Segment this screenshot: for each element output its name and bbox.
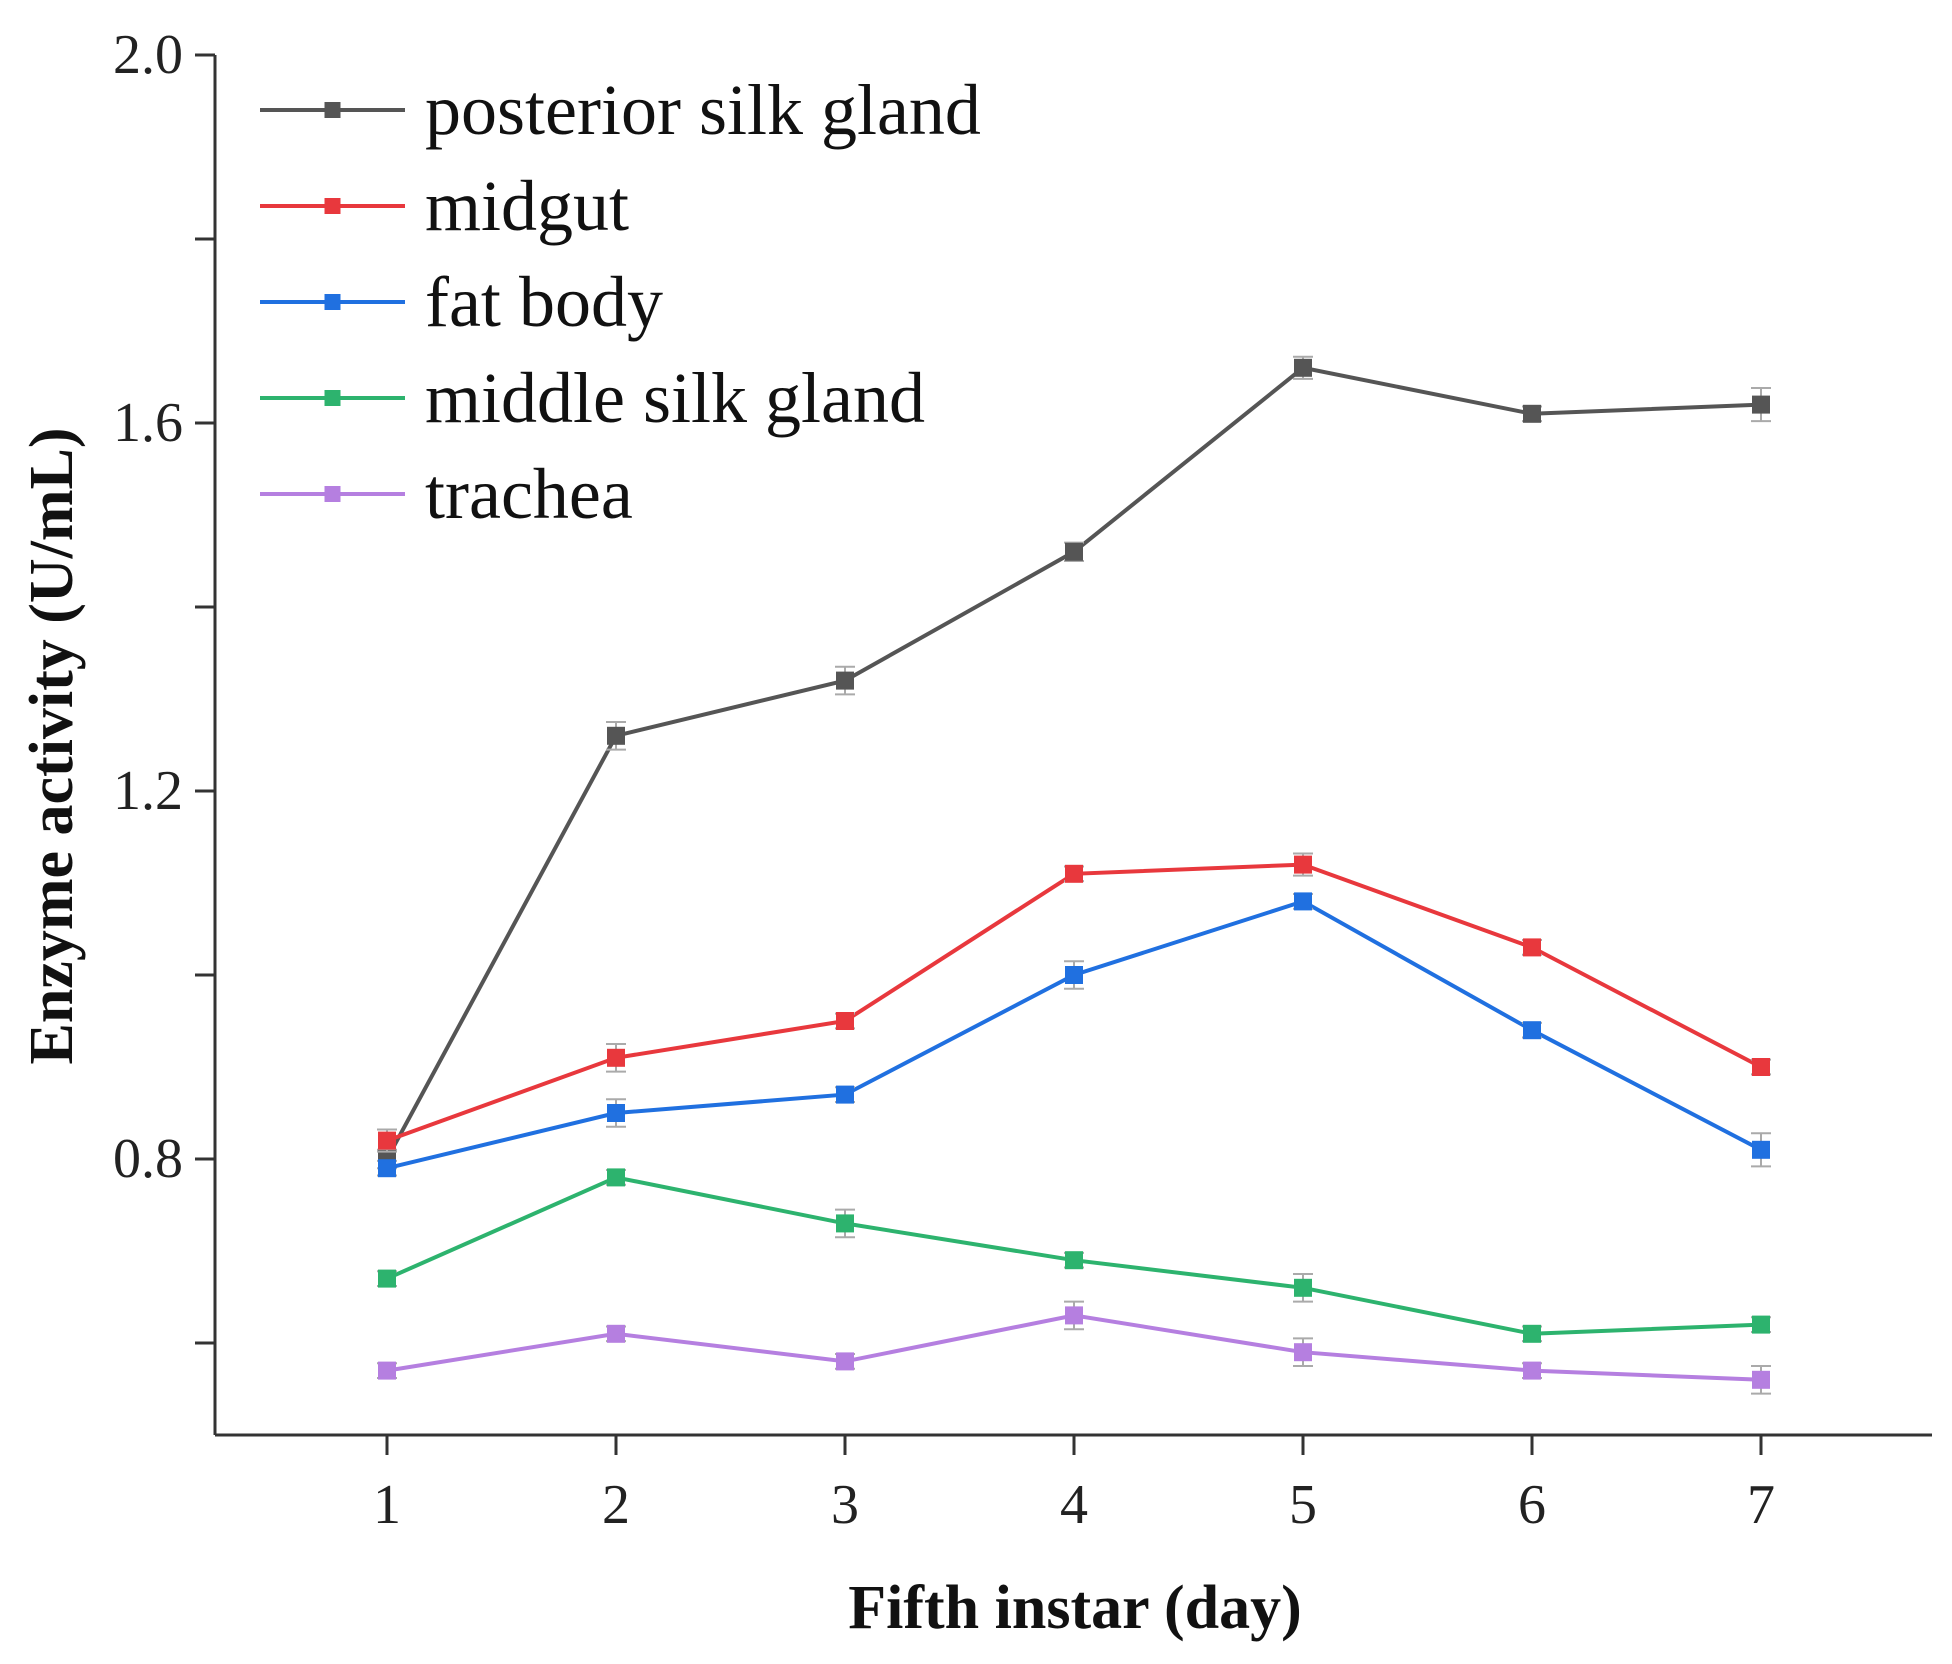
y-tick-label: 1.2 bbox=[113, 760, 183, 822]
legend-item: midgut bbox=[260, 166, 629, 246]
series-layer bbox=[377, 355, 1771, 1395]
data-point bbox=[836, 1214, 854, 1233]
legend-swatch-marker bbox=[324, 294, 341, 310]
data-point bbox=[1523, 1021, 1541, 1040]
legend-label: midgut bbox=[425, 166, 629, 246]
x-tick-label: 1 bbox=[373, 1474, 401, 1536]
x-tick-label: 4 bbox=[1060, 1474, 1088, 1536]
data-point bbox=[607, 1168, 625, 1187]
data-point bbox=[1752, 1370, 1770, 1389]
y-tick-label: 0.8 bbox=[113, 1128, 183, 1190]
legend: posterior silk gland midgut fat body middle… bbox=[260, 70, 981, 534]
data-point bbox=[1294, 892, 1312, 911]
data-point bbox=[1065, 542, 1083, 561]
series-middle-silk-gland bbox=[377, 1168, 1771, 1343]
axes: 0.8 1.2 1.6 2.0 1 2 3 4 5 6 7 bbox=[113, 24, 1932, 1536]
data-point bbox=[1523, 1361, 1541, 1380]
data-point bbox=[836, 1012, 854, 1030]
x-tick-label: 6 bbox=[1518, 1474, 1546, 1536]
series-posterior-silk-gland bbox=[377, 355, 1771, 1170]
data-point bbox=[378, 1159, 396, 1178]
y-tick-label: 1.6 bbox=[113, 392, 183, 454]
data-point bbox=[1294, 855, 1312, 874]
data-point bbox=[607, 1324, 625, 1343]
x-axis-title: Fifth instar (day) bbox=[848, 1574, 1302, 1642]
data-point bbox=[378, 1269, 396, 1288]
data-point bbox=[1065, 966, 1083, 984]
series-midgut bbox=[377, 852, 1771, 1153]
y-tick-label: 2.0 bbox=[113, 24, 183, 86]
series-line bbox=[386, 899, 1762, 1171]
series-trachea bbox=[377, 1300, 1771, 1395]
legend-item: middle silk gland bbox=[260, 358, 925, 438]
data-point bbox=[1065, 864, 1083, 883]
legend-swatch-marker bbox=[324, 198, 341, 214]
legend-swatch-marker bbox=[324, 390, 341, 406]
data-point bbox=[1294, 1278, 1312, 1297]
data-point bbox=[836, 1085, 854, 1104]
data-point bbox=[1065, 1251, 1083, 1270]
data-point bbox=[1523, 404, 1541, 423]
series-line bbox=[386, 862, 1762, 1143]
legend-label: trachea bbox=[425, 454, 633, 534]
data-point bbox=[1294, 1343, 1312, 1362]
legend-label: fat body bbox=[425, 262, 663, 342]
data-point bbox=[1752, 1315, 1770, 1334]
data-point bbox=[1294, 358, 1312, 377]
legend-item: trachea bbox=[260, 454, 633, 534]
legend-swatch-marker bbox=[324, 102, 341, 118]
legend-label: middle silk gland bbox=[425, 358, 925, 438]
data-point bbox=[607, 726, 625, 745]
y-axis-title: Enzyme activity (U/mL) bbox=[18, 427, 86, 1064]
legend-label: posterior silk gland bbox=[425, 70, 981, 150]
data-point bbox=[378, 1131, 396, 1150]
data-point bbox=[1523, 1324, 1541, 1343]
data-point bbox=[1065, 1306, 1083, 1325]
data-point bbox=[1752, 1140, 1770, 1159]
data-point bbox=[836, 1352, 854, 1371]
data-point bbox=[1523, 938, 1541, 957]
series-fat-body bbox=[377, 892, 1771, 1178]
legend-item: posterior silk gland bbox=[260, 70, 981, 150]
x-tick-label: 5 bbox=[1289, 1474, 1317, 1536]
data-point bbox=[1752, 395, 1770, 414]
legend-swatch-marker bbox=[324, 486, 341, 502]
x-tick-label: 3 bbox=[831, 1474, 859, 1536]
legend-item: fat body bbox=[260, 262, 663, 342]
data-point bbox=[1752, 1058, 1770, 1076]
x-tick-label: 7 bbox=[1747, 1474, 1775, 1536]
x-tick-label: 2 bbox=[602, 1474, 630, 1536]
data-point bbox=[607, 1104, 625, 1122]
data-point bbox=[378, 1361, 396, 1380]
data-point bbox=[836, 671, 854, 690]
data-point bbox=[607, 1048, 625, 1067]
